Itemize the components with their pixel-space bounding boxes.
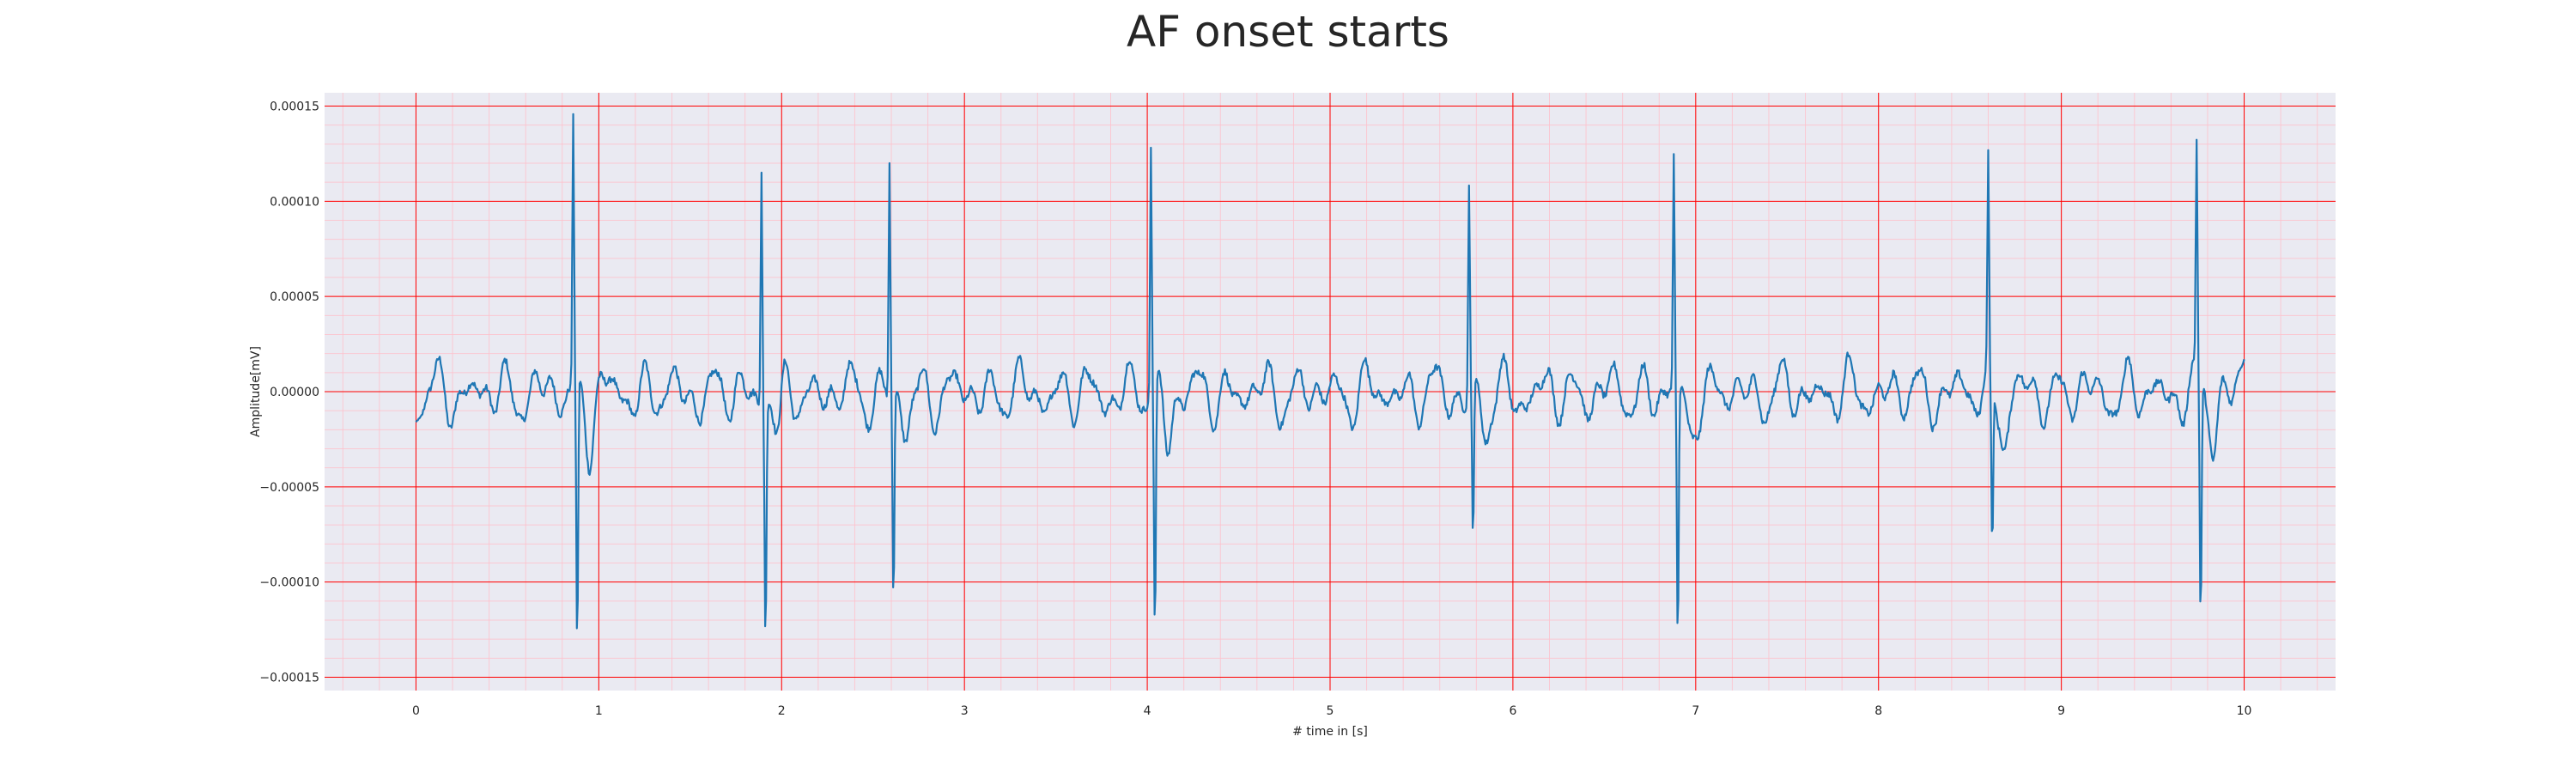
- x-axis: 0 1 2 3 4 5 6 7 8 9 10: [412, 704, 2251, 718]
- y-tick-label: 0.00010: [270, 195, 319, 209]
- x-tick-label: 4: [1144, 704, 1151, 718]
- y-tick-label: −0.00010: [259, 576, 319, 590]
- x-tick-label: 7: [1692, 704, 1699, 718]
- y-tick-label: 0.00000: [270, 386, 319, 399]
- chart-title: AF onset starts: [1127, 7, 1449, 57]
- x-tick-label: 9: [2057, 704, 2065, 718]
- y-tick-label: −0.00015: [259, 671, 319, 685]
- y-tick-label: 0.00015: [270, 100, 319, 114]
- x-tick-label: 10: [2237, 704, 2252, 718]
- x-tick-label: 6: [1509, 704, 1516, 718]
- y-axis-label: Amplitude[mV]: [249, 346, 263, 437]
- ecg-series-line: [415, 113, 2245, 630]
- series-layer: [415, 113, 2245, 630]
- y-axis: 0.00015 0.00010 0.00005 0.00000 −0.00005 −0.0…: [259, 100, 319, 685]
- y-tick-label: 0.00005: [270, 290, 319, 304]
- x-tick-label: 3: [961, 704, 969, 718]
- x-axis-label: # time in [s]: [1292, 725, 1368, 739]
- x-tick-label: 2: [778, 704, 786, 718]
- x-tick-label: 0: [412, 704, 420, 718]
- x-tick-label: 8: [1874, 704, 1882, 718]
- x-tick-label: 5: [1327, 704, 1334, 718]
- y-tick-label: −0.00005: [259, 481, 319, 495]
- major-grid: [325, 93, 2336, 691]
- x-tick-label: 1: [595, 704, 603, 718]
